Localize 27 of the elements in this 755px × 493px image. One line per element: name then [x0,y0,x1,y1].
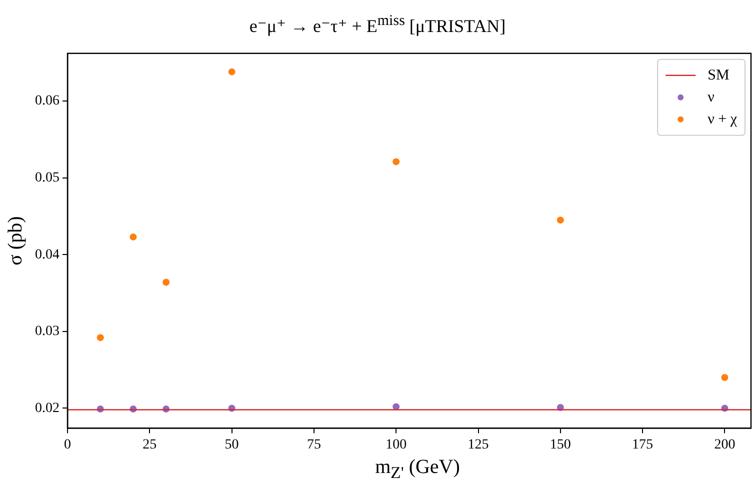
x-axis-title: m$_{Z'}$ (GeV) [374,456,461,484]
x-tick-label: 175 [632,437,654,452]
y-axis-title: σ (pb) [4,216,26,266]
x-tick-label: 25 [142,437,157,452]
legend-label: ν + χ [708,111,738,128]
y-tick-label: 0.03 [35,324,60,340]
x-tick-label: 100 [386,437,407,452]
y-tick-label: 0.06 [35,94,60,109]
point [392,158,400,166]
x-tick-label: 0 [64,437,71,452]
x-tick-label: 150 [550,437,571,452]
point [721,374,728,382]
y-tick-label: 0.05 [35,170,60,186]
x-tick-label: 125 [468,437,489,452]
legend-label: SM [708,67,730,84]
point [228,68,236,76]
legend-label: ν [708,89,715,106]
x-tick-label: 200 [714,437,736,452]
chart-title: e⁻μ⁺ → e⁻τ⁺ + E$^{miss}$ [μTRISTAN] [248,12,507,38]
x-tick-label: 50 [224,437,239,452]
x-tick-label: 75 [306,437,321,452]
y-tick-label: 0.04 [35,247,60,262]
y-tick-label: 0.02 [35,400,60,416]
point [96,334,104,342]
point [556,216,564,224]
point [130,233,137,240]
point [162,278,170,286]
